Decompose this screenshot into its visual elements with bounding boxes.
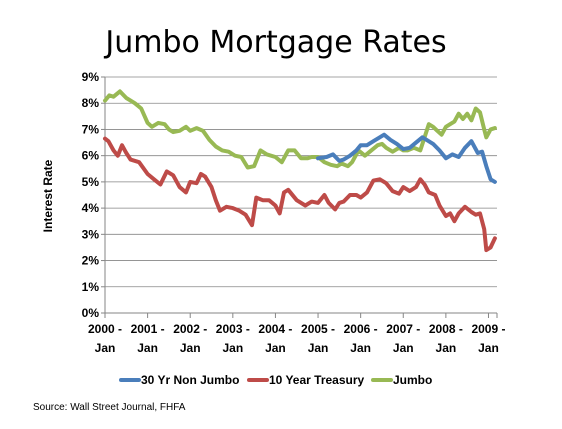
y-axis-label: Interest Rate <box>41 159 55 232</box>
x-tick-sublabel: Jan <box>95 341 116 355</box>
chart-title: Jumbo Mortgage Rates <box>103 25 446 60</box>
x-tick-sublabel: Jan <box>436 341 457 355</box>
x-tick-sublabel: Jan <box>180 341 201 355</box>
source-note: Source: Wall Street Journal, FHFA <box>33 402 186 413</box>
legend-label: Jumbo <box>393 373 432 387</box>
x-tick-label: 2000 - <box>88 322 122 336</box>
x-tick-sublabel: Jan <box>350 341 371 355</box>
x-tick-sublabel: Jan <box>222 341 243 355</box>
x-tick-label: 2002 - <box>173 322 207 336</box>
y-tick-label: 5% <box>82 175 100 189</box>
x-tick-label: 2009 - <box>471 322 505 336</box>
y-tick-label: 6% <box>82 149 100 163</box>
y-tick-label: 4% <box>82 201 100 215</box>
x-tick-sublabel: Jan <box>478 341 499 355</box>
series-line-10-year-treasury <box>103 136 497 253</box>
y-tick-label: 2% <box>82 254 100 268</box>
y-tick-label: 0% <box>82 306 100 320</box>
axes: 0% 1% 2% 3% 4% 5% 6% 7% 8% 9% 2000 - Jan 2001 - Jan 20… <box>82 70 506 355</box>
x-tick-label: 2006 - <box>344 322 378 336</box>
x-tick-label: 2007 - <box>386 322 420 336</box>
series-lines <box>103 89 497 253</box>
series-line-30-yr-non-jumbo <box>316 132 497 184</box>
legend-label: 30 Yr Non Jumbo <box>141 373 239 387</box>
x-tick-sublabel: Jan <box>308 341 329 355</box>
x-tick-sublabel: Jan <box>393 341 414 355</box>
x-tick-label: 2003 - <box>216 322 250 336</box>
x-tick-label: 2008 - <box>429 322 463 336</box>
legend: 30 Yr Non Jumbo 10 Year Treasury Jumbo <box>119 373 432 387</box>
x-tick-sublabel: Jan <box>265 341 286 355</box>
x-tick-label: 2005 - <box>301 322 335 336</box>
y-tick-label: 7% <box>82 122 100 136</box>
legend-label: 10 Year Treasury <box>269 373 365 387</box>
x-tick-sublabel: Jan <box>137 341 158 355</box>
y-tick-label: 9% <box>82 70 100 84</box>
x-tick-label: 2004 - <box>258 322 292 336</box>
y-tick-label: 1% <box>82 280 100 294</box>
x-tick-label: 2001 - <box>131 322 165 336</box>
y-tick-label: 8% <box>82 96 100 110</box>
y-tick-label: 3% <box>82 227 100 241</box>
